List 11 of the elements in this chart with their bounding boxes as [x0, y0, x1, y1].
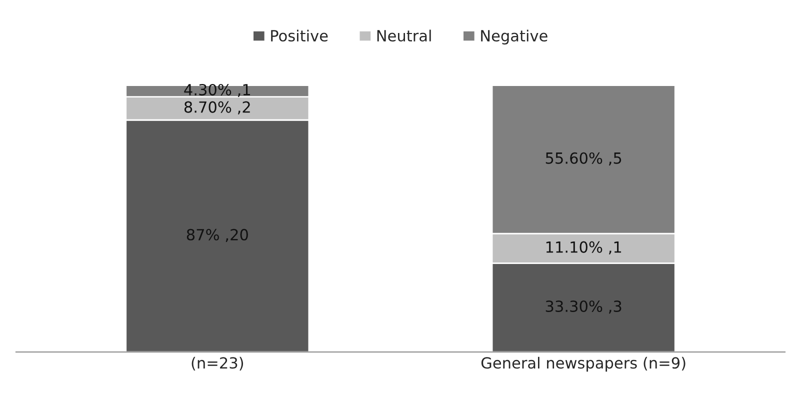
legend-label: Neutral — [377, 30, 431, 42]
legend-label: Positive — [271, 30, 328, 42]
data-label: 55.60% ,5 — [546, 152, 622, 166]
x-tick-label: General newspapers (n=9) — [481, 356, 686, 372]
data-label: 11.10% ,1 — [546, 241, 622, 254]
data-label: 33.30% ,3 — [546, 300, 622, 314]
data-label: 8.70% ,2 — [184, 101, 250, 114]
legend-label: Negative — [481, 30, 548, 44]
data-label: 4.30% ,1 — [184, 84, 250, 98]
data-label: 87% ,20 — [186, 228, 248, 242]
x-tick-label: (n=23) — [192, 356, 244, 370]
